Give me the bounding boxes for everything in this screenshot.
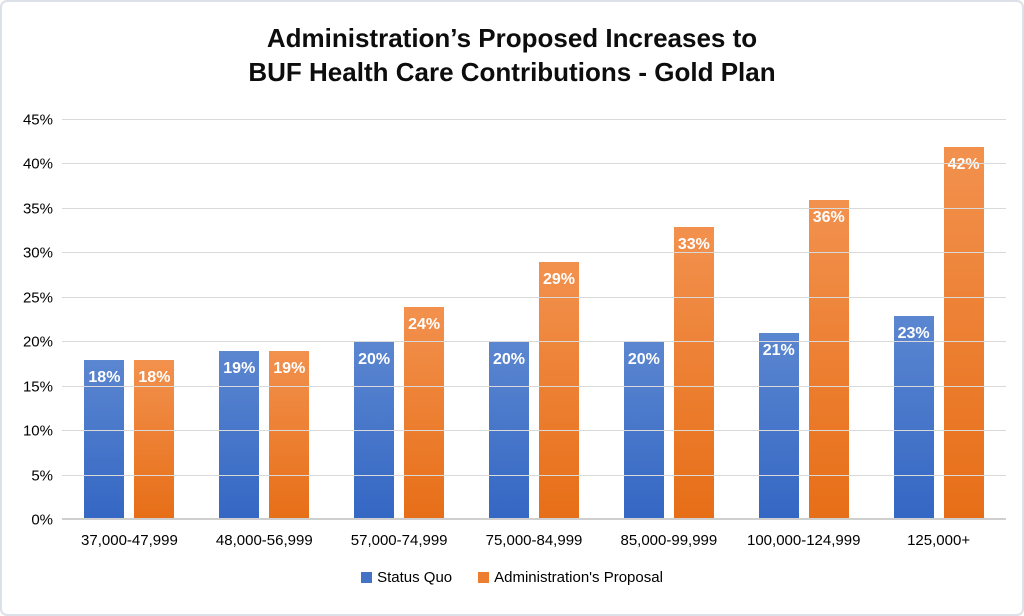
y-tick-label: 45% xyxy=(22,111,53,129)
y-tick-label: 20% xyxy=(22,333,53,351)
chart-title-line2: BUF Health Care Contributions - Gold Pla… xyxy=(248,56,776,87)
gridline xyxy=(62,385,1006,387)
x-category-label: 57,000-74,999 xyxy=(350,532,448,549)
bar-data-label: 18% xyxy=(138,369,171,386)
x-category-label: 125,000+ xyxy=(907,532,971,549)
bar-administration-s-proposal: 24% xyxy=(404,306,445,520)
bar-data-label: 21% xyxy=(762,342,795,360)
chart-title: Administration’s Proposed Increases to B… xyxy=(2,22,1022,90)
x-category-label: 85,000-99,999 xyxy=(620,532,718,549)
bar-group: 20% 24% xyxy=(332,120,467,520)
legend-label: Administration's Proposal xyxy=(494,569,663,586)
y-tick-label: 30% xyxy=(22,244,53,262)
gridline xyxy=(62,474,1006,476)
x-category-label: 75,000-84,999 xyxy=(485,532,583,549)
bar-data-label: 19% xyxy=(223,360,256,378)
bar-administration-s-proposal: 42% xyxy=(943,146,984,520)
bar-data-label: 20% xyxy=(358,351,391,369)
bar-group: 23% 42% xyxy=(871,120,1006,520)
bar-administration-s-proposal: 18% xyxy=(134,360,175,520)
y-tick-label: 15% xyxy=(22,378,53,396)
legend-item-status-quo: Status Quo xyxy=(361,569,452,586)
bar-administration-s-proposal: 36% xyxy=(808,200,849,520)
bar-data-label: 42% xyxy=(947,155,980,173)
legend-label: Status Quo xyxy=(377,569,453,586)
bar-data-label: 36% xyxy=(812,209,845,226)
bar-data-label: 20% xyxy=(627,351,660,369)
legend-swatch-icon xyxy=(478,572,490,583)
gridline xyxy=(62,252,1006,254)
bar-data-label: 24% xyxy=(408,315,441,333)
gridline xyxy=(62,341,1006,343)
plot-area: 18% 18% 19% 19% 20% 24% 20% 29% 20% 33% 21% 36% 23% 4… xyxy=(23,112,1006,529)
gridline xyxy=(62,430,1006,432)
bar-data-label: 29% xyxy=(542,271,576,289)
bar-data-label: 33% xyxy=(677,235,710,253)
bar-data-label: 18% xyxy=(88,369,121,386)
gridline xyxy=(62,207,1006,209)
x-axis-line xyxy=(62,518,1006,520)
y-tick-label: 40% xyxy=(22,155,53,173)
bar-group: 20% 29% xyxy=(467,120,602,520)
y-tick-label: 25% xyxy=(22,289,53,307)
x-category-label: 100,000-124,999 xyxy=(747,532,861,549)
bar-group: 20% 33% xyxy=(601,120,736,520)
x-category-label: 48,000-56,999 xyxy=(215,532,313,549)
gridline xyxy=(62,296,1006,298)
bar-administration-s-proposal: 29% xyxy=(539,262,579,520)
gridline xyxy=(62,119,1006,120)
bar-data-label: 20% xyxy=(492,351,526,369)
bar-data-label: 23% xyxy=(897,324,930,342)
chart-title-line1: Administration’s Proposed Increases to xyxy=(266,23,758,53)
y-tick-label: 35% xyxy=(22,200,53,218)
bar-administration-s-proposal: 33% xyxy=(673,226,714,520)
bar-administration-s-proposal: 19% xyxy=(269,351,310,520)
legend-item-administration-s-proposal: Administration's Proposal xyxy=(478,569,663,586)
bar-status-quo: 19% xyxy=(219,351,260,520)
legend: Status Quo Administration's Proposal xyxy=(2,569,1022,586)
y-tick-label: 5% xyxy=(31,467,53,485)
bar-group: 18% 18% xyxy=(62,120,197,520)
gridline xyxy=(62,163,1006,165)
y-tick-label: 0% xyxy=(31,511,53,529)
bar-groups-row: 18% 18% 19% 19% 20% 24% 20% 29% 20% 33% 21% 36% 23% 4… xyxy=(62,120,1006,520)
y-tick-label: 10% xyxy=(22,422,53,440)
bar-group: 19% 19% xyxy=(197,120,332,520)
legend-swatch-icon xyxy=(361,572,373,583)
bar-data-label: 19% xyxy=(273,360,306,378)
bar-status-quo: 21% xyxy=(758,333,799,520)
x-axis-labels: 37,000-47,999 48,000-56,999 57,000-74,999 7… xyxy=(62,532,1006,549)
bar-status-quo: 23% xyxy=(893,315,934,520)
bar-status-quo: 18% xyxy=(84,360,125,520)
x-category-label: 37,000-47,999 xyxy=(81,532,178,549)
bar-group: 21% 36% xyxy=(736,120,871,520)
